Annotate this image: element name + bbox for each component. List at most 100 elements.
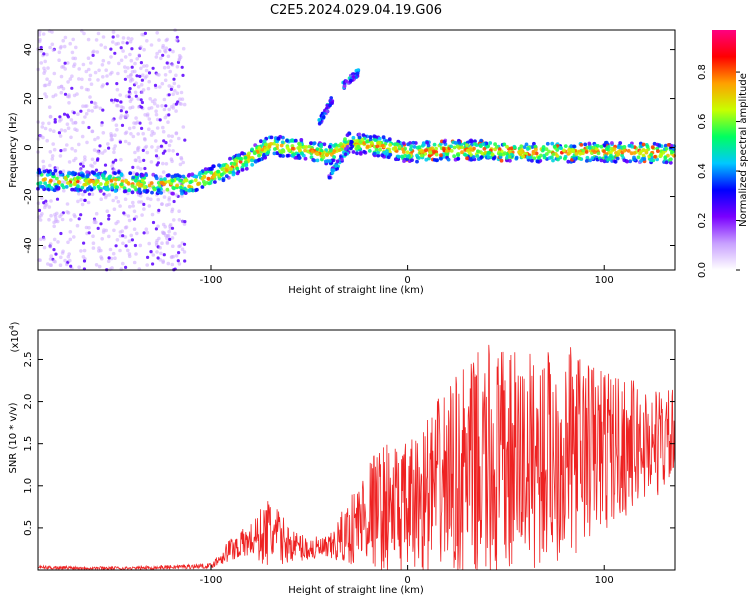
spectrogram-ridge-dot (402, 159, 406, 164)
spectrogram-ridge-dot (299, 138, 304, 142)
spectrogram-noise-dot (154, 55, 159, 59)
spectrogram-noise-dot (119, 109, 123, 113)
spectrogram-ridge-dot (544, 152, 549, 156)
spectrogram-noise-dot (80, 77, 84, 82)
spectrogram-noise-dot (181, 46, 186, 51)
snr-y-tick-label: 1.0 (23, 478, 34, 494)
spectrogram-ridge-dot (452, 154, 456, 159)
spectrogram-noise-dot (145, 113, 150, 118)
spectrogram-noise-dot (75, 128, 79, 132)
spectrogram-ridge-dot (627, 143, 632, 148)
spectrogram-noise-dot (50, 30, 54, 34)
spectrogram-noise-dot (179, 90, 184, 95)
spectrogram-noise-dot (66, 61, 70, 65)
spectrogram-panel: -100 0 100 -40 -20 0 20 40 Height of straight l… (8, 28, 676, 296)
spectrogram-ridge-dot (613, 159, 618, 164)
spectrogram-noise-dot (96, 31, 101, 36)
spectrogram-ridge-dot (250, 147, 255, 152)
spectrogram-noise-dot (153, 98, 157, 102)
spectrogram-noise-dot (136, 145, 141, 150)
spectrogram-ridge-dot (415, 159, 419, 164)
spectrogram-noise-dot (41, 159, 45, 164)
spectrogram-ridge-dot (41, 178, 46, 182)
spectrogram-ridge-dot (552, 144, 557, 149)
spectrogram-noise-dot (59, 44, 63, 49)
spectrogram-ridge-dot (71, 171, 76, 176)
spectrogram-ridge-dot (279, 143, 284, 148)
spectrogram-ridge-dot (373, 135, 378, 140)
spectrogram-ridge-dot (319, 148, 324, 153)
spectrogram-noise-dot (73, 56, 78, 61)
spectrogram-noise-dot (142, 231, 146, 235)
spectrogram-ridge-dot (481, 142, 486, 147)
spectrogram-ridge-dot (502, 142, 507, 147)
spectrogram-ridge-dot (98, 189, 103, 193)
colorbar-ticks: 0.0 0.2 0.4 0.6 0.8 (697, 64, 740, 278)
spectrogram-noise-dot (100, 63, 105, 67)
spectrogram-ridge-dot (332, 155, 336, 159)
spectrogram-ridge-dot (244, 160, 248, 165)
spectrogram-ridge-dot (263, 142, 268, 147)
spectrogram-ridge-dot (401, 141, 406, 146)
spectrogram-noise-dot (50, 154, 55, 158)
spectrogram-noise-dot (115, 87, 120, 92)
spectrogram-ridge-dot (213, 180, 217, 184)
spectrogram-ridge-dot (87, 179, 92, 184)
spectrogram-ridge-dot (109, 179, 114, 183)
spectrogram-ridge-dot (64, 185, 69, 189)
spectrogram-noise-dot (130, 238, 134, 242)
spectrogram-noise-dot (114, 195, 119, 200)
spectrogram-noise-dot (86, 37, 91, 42)
spectrogram-noise-dot (57, 131, 62, 135)
spectrogram-ridge-dot (670, 150, 674, 155)
spectrogram-noise-dot (155, 126, 160, 130)
spectrogram-ridge-dot (240, 151, 245, 156)
spectrogram-ridge-dot (645, 144, 650, 149)
spectrogram-feature-dot (344, 79, 349, 83)
spectrogram-noise-dot (181, 160, 185, 165)
spectrogram-ridge-dot (456, 153, 460, 158)
spectrogram-noise-dot (61, 64, 66, 69)
spectrogram-feature-dot (355, 71, 360, 75)
spectrogram-noise-dot (48, 245, 53, 249)
spectrogram-noise-dot (69, 118, 74, 122)
spectrogram-noise-dot (160, 81, 165, 86)
spectrogram-noise-dot (113, 144, 117, 148)
spectrogram-ridge-dot (43, 181, 47, 186)
spectrogram-noise-dot (126, 66, 130, 70)
spectrogram-ridge-dot (303, 156, 308, 161)
spectrogram-noise-dot (42, 52, 46, 56)
spectrogram-ridge-dot (547, 149, 551, 154)
spectrogram-noise-dot (52, 179, 56, 183)
spectrogram-ridge-dot (427, 153, 432, 158)
spectrogram-noise-dot (142, 64, 146, 68)
spectrogram-noise-dot (171, 244, 175, 248)
spectrogram-noise-dot (104, 68, 108, 72)
spectrogram-noise-dot (49, 254, 53, 258)
spectrogram-noise-dot (48, 257, 53, 261)
spectrogram-ridge-dot (615, 153, 620, 157)
spectrogram-noise-dot (87, 77, 92, 82)
spectrogram-noise-dot (79, 85, 84, 90)
spectrogram-noise-dot (166, 261, 171, 266)
spectrogram-noise-dot (155, 250, 159, 254)
spectrogram-noise-dot (141, 73, 145, 77)
spectrogram-noise-dot (90, 192, 95, 197)
spectrogram-ridge-dot (122, 186, 127, 191)
spectrogram-noise-dot (166, 120, 170, 124)
spectrogram-ridge-dot (181, 174, 186, 179)
spectrogram-ridge-dot (217, 163, 221, 168)
spectrogram-ridge-dot (119, 182, 124, 187)
spectrogram-noise-dot (100, 151, 105, 155)
spectrogram-noise-dot (170, 226, 175, 230)
chart-title: C2E5.2024.029.04.19.G06 (270, 3, 442, 18)
spectrogram-noise-dot (142, 202, 146, 206)
spectrogram-noise-dot (183, 220, 187, 224)
spectrogram-ticks: -100 0 100 -40 -20 0 20 40 (23, 43, 675, 286)
spectrogram-noise-dot (162, 97, 167, 102)
spectrogram-noise-dot (121, 241, 125, 246)
spectrogram-noise-dot (111, 118, 115, 122)
spectrogram-ridge-dot (649, 158, 653, 163)
spectrogram-noise-dot (101, 35, 106, 39)
spectrogram-noise-dot (66, 115, 70, 119)
